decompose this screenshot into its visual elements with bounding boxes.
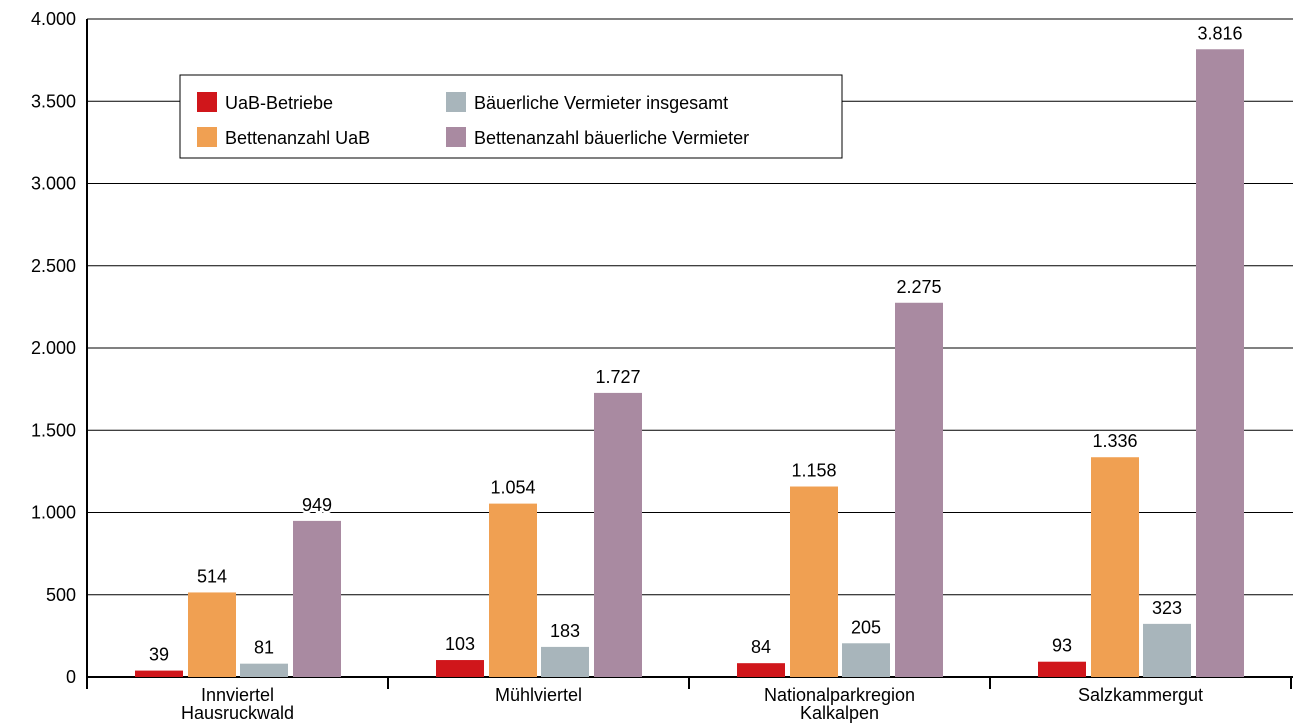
legend-box — [179, 74, 843, 159]
data-label: 3.816 — [1197, 23, 1242, 43]
bar — [1091, 457, 1139, 677]
bar — [293, 520, 341, 677]
bar — [188, 592, 236, 677]
data-label: 103 — [445, 634, 475, 654]
bar — [541, 646, 589, 677]
data-label: 323 — [1152, 598, 1182, 618]
y-tick-label: 500 — [46, 585, 76, 605]
bar — [1038, 661, 1086, 677]
bar — [489, 503, 537, 677]
data-label: 205 — [851, 617, 881, 637]
y-tick-label: 3.000 — [31, 174, 76, 194]
bar — [895, 302, 943, 677]
x-tick-label: Mühlviertel — [495, 685, 582, 705]
y-tick-label: 4.000 — [31, 9, 76, 29]
legend-label: Bettenanzahl bäuerliche Vermieter — [474, 128, 749, 148]
y-tick-label: 3.500 — [31, 91, 76, 111]
data-label: 514 — [197, 566, 227, 586]
y-tick-label: 0 — [66, 667, 76, 687]
bar — [1143, 623, 1191, 677]
x-tick-label: Salzkammergut — [1078, 685, 1203, 705]
bar — [240, 663, 288, 677]
legend-label: Bettenanzahl UaB — [225, 128, 370, 148]
legend-label: UaB-Betriebe — [225, 93, 333, 113]
y-tick-label: 2.000 — [31, 338, 76, 358]
data-label: 93 — [1052, 636, 1072, 656]
x-tick-label: Nationalparkregion Kalkalpen — [764, 685, 915, 723]
y-tick-label: 1.500 — [31, 420, 76, 440]
bar — [135, 670, 183, 677]
data-label: 39 — [149, 645, 169, 665]
legend-swatch — [197, 92, 217, 112]
data-label: 1.158 — [791, 461, 836, 481]
legend-swatch — [446, 127, 466, 147]
bar — [790, 486, 838, 677]
bar — [842, 643, 890, 677]
y-tick-label: 1.000 — [31, 503, 76, 523]
bar — [737, 663, 785, 677]
bar — [1196, 49, 1244, 677]
data-label: 1.336 — [1092, 431, 1137, 451]
data-label: 183 — [550, 621, 580, 641]
legend-label: Bäuerliche Vermieter insgesamt — [474, 93, 728, 113]
data-label: 1.054 — [490, 478, 535, 498]
data-label: 949 — [302, 495, 332, 515]
x-tick-label: Innviertel Hausruckwald — [181, 685, 294, 723]
data-label: 81 — [254, 638, 274, 658]
y-tick-label: 2.500 — [31, 256, 76, 276]
data-label: 84 — [751, 637, 771, 657]
data-label: 1.727 — [595, 367, 640, 387]
legend-swatch — [197, 127, 217, 147]
bar — [594, 392, 642, 677]
bar — [436, 660, 484, 677]
legend-swatch — [446, 92, 466, 112]
data-label: 2.275 — [896, 277, 941, 297]
